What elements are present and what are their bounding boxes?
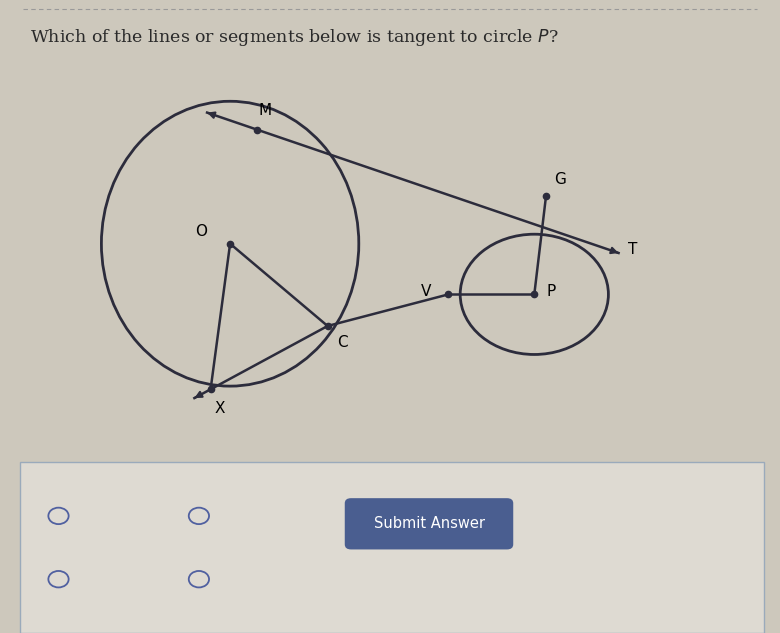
FancyBboxPatch shape [345,498,513,549]
Text: M: M [259,103,271,118]
Text: $\overleftrightarrow{MG}$: $\overleftrightarrow{MG}$ [222,569,271,589]
Text: T: T [628,242,637,258]
Text: O: O [195,223,207,239]
FancyBboxPatch shape [20,462,764,633]
Text: $\overline{VT}$: $\overline{VT}$ [82,567,112,592]
Text: X: X [215,401,225,416]
Text: $\overline{CV}$: $\overline{CV}$ [222,503,254,529]
Text: $\overleftrightarrow{XT}$: $\overleftrightarrow{XT}$ [82,506,126,526]
Text: C: C [337,335,348,351]
Text: G: G [554,172,566,187]
Text: V: V [421,284,431,299]
Text: P: P [546,284,555,299]
Text: Which of the lines or segments below is tangent to circle $P$?: Which of the lines or segments below is … [30,27,558,49]
Text: Submit Answer: Submit Answer [374,517,484,531]
